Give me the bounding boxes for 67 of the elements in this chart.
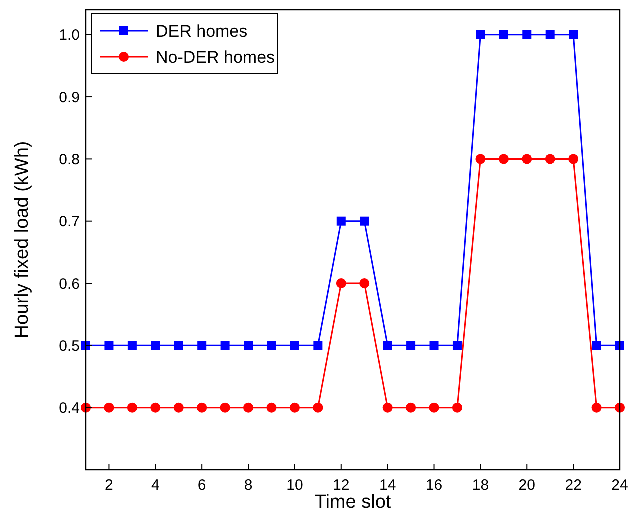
point — [198, 341, 207, 350]
point — [499, 30, 508, 40]
point — [406, 341, 416, 350]
point — [452, 402, 462, 413]
point — [360, 216, 370, 226]
point — [244, 341, 254, 350]
point — [452, 341, 462, 350]
point — [174, 341, 184, 350]
x-tick-label: 16 — [426, 477, 443, 494]
y-tick-label: 0.6 — [59, 276, 80, 293]
point — [522, 154, 532, 164]
point — [220, 402, 230, 413]
point — [545, 154, 556, 164]
point — [498, 154, 509, 164]
point — [592, 341, 602, 350]
point — [313, 402, 324, 413]
point — [429, 402, 440, 413]
point — [174, 402, 184, 413]
point — [592, 402, 602, 413]
point — [290, 341, 300, 350]
x-tick-label: 14 — [379, 477, 396, 494]
x-tick-label: 18 — [472, 477, 490, 494]
x-tick-label: 12 — [333, 477, 350, 494]
point — [383, 341, 392, 350]
point — [104, 341, 114, 350]
point — [568, 154, 579, 164]
x-tick-label: 8 — [244, 477, 253, 494]
x-tick-label: 22 — [565, 477, 582, 494]
point — [569, 30, 578, 40]
point — [336, 216, 346, 226]
legend-label: DER homes — [156, 22, 248, 41]
point — [244, 402, 254, 413]
point — [406, 402, 416, 413]
point — [360, 278, 370, 289]
y-tick-label: 1.0 — [59, 27, 80, 44]
x-tick-label: 20 — [518, 477, 536, 494]
point — [382, 402, 393, 413]
x-tick-label: 4 — [151, 477, 160, 494]
legend-label: No-DER homes — [156, 48, 276, 67]
point — [290, 402, 300, 413]
point — [522, 30, 532, 40]
point — [336, 278, 346, 289]
point — [476, 154, 486, 164]
x-axis-title: Time slot — [314, 492, 392, 512]
x-tick-label: 24 — [612, 477, 628, 494]
point — [476, 30, 486, 40]
y-tick-label: 0.7 — [59, 214, 80, 231]
y-tick-label: 0.9 — [59, 89, 80, 106]
point — [104, 402, 114, 413]
point — [197, 402, 208, 413]
point — [546, 30, 555, 40]
x-tick-label: 2 — [105, 477, 114, 494]
y-tick-label: 0.5 — [59, 338, 80, 355]
point — [150, 402, 161, 413]
x-tick-label: 6 — [198, 477, 206, 494]
x-tick-label: 10 — [286, 477, 304, 494]
point — [266, 402, 277, 413]
y-axis-title: Hourly fixed load (kWh) — [12, 141, 33, 339]
point — [220, 341, 230, 350]
point — [314, 341, 323, 350]
point — [151, 341, 160, 350]
point — [127, 402, 138, 413]
y-tick-label: 0.4 — [59, 400, 80, 418]
point — [128, 341, 137, 350]
point — [430, 341, 439, 350]
point — [267, 341, 276, 350]
y-tick-label: 0.8 — [59, 151, 80, 168]
